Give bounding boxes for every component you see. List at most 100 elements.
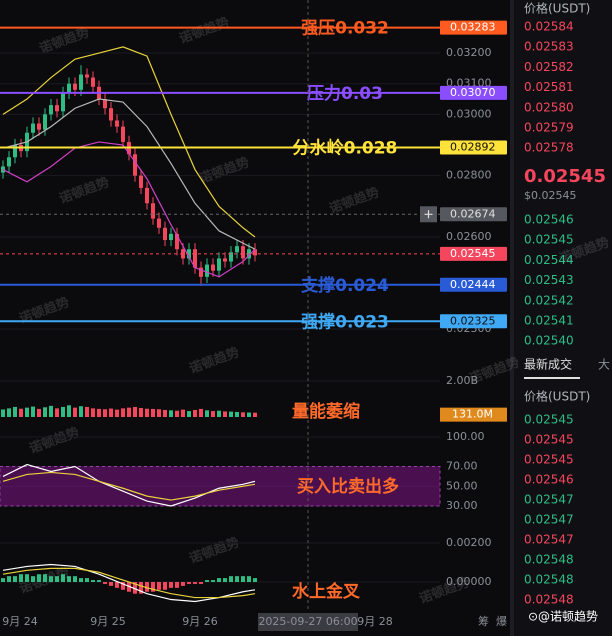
macd-bar [61, 574, 65, 583]
level-label: 0.02325 [450, 314, 496, 327]
y-tick-label: 100.00 [446, 430, 485, 443]
candle-body [223, 258, 227, 262]
level-box [440, 20, 507, 35]
volume-bar [163, 409, 167, 417]
y-tick-label: 0.02800 [446, 169, 492, 182]
volume-bar [151, 408, 155, 417]
macd-bar [175, 582, 179, 588]
ask-price: 0.02580 [524, 100, 574, 114]
candle-body [103, 99, 107, 109]
panel-divider [510, 0, 514, 636]
candle-body [115, 120, 119, 127]
trade-price: 0.02547 [524, 513, 574, 527]
level-box [440, 85, 507, 100]
tab[interactable]: 大 [598, 358, 610, 372]
volume-bar [205, 410, 209, 417]
candle-body [157, 218, 161, 228]
macd-bar [169, 582, 173, 588]
candle-body [181, 249, 185, 259]
trade-price: 0.02547 [524, 533, 574, 547]
candle-body [241, 246, 245, 259]
candle-body [163, 227, 167, 241]
macd-bar [121, 582, 125, 590]
candle-body [55, 105, 59, 112]
candle-body [151, 203, 155, 219]
macd-bar [49, 576, 53, 583]
book-price-usd: $0.02545 [524, 189, 577, 202]
volume-bar [55, 408, 59, 417]
macd-bar [67, 576, 71, 583]
macd-bar [19, 574, 23, 583]
macd-bar [115, 582, 119, 588]
x-tick-label: 9月 28 [357, 615, 393, 628]
bid-price: 0.02543 [524, 273, 574, 287]
annotation: 量能萎缩 [292, 401, 360, 422]
volume-bar [133, 406, 137, 417]
candle-body [91, 77, 95, 87]
y-tick-label: 70.00 [446, 460, 478, 473]
y-tick-label: 0.03000 [446, 107, 492, 120]
ask-price: 0.02584 [524, 20, 574, 34]
volume-bar [181, 409, 185, 417]
trades-header: 价格(USDT) [524, 389, 590, 404]
volume-bar [139, 408, 143, 417]
macd-bar [229, 576, 233, 583]
level-name: 支撑0.024 [301, 275, 389, 296]
x-tick-label: 9月 26 [182, 615, 218, 628]
macd-bar [91, 580, 95, 583]
candle-body [49, 105, 53, 115]
tab[interactable]: 最新成交 [524, 357, 572, 372]
macd-bar [253, 578, 257, 583]
bid-price: 0.02545 [524, 233, 574, 247]
macd-bar [55, 576, 59, 583]
candle-body [247, 249, 251, 259]
volume-bar [73, 407, 77, 417]
footer-bg [522, 607, 612, 627]
candle-body [175, 233, 179, 250]
level-box [440, 314, 507, 329]
band-line [2, 46, 256, 238]
volume-current-box [440, 407, 507, 422]
crosshair-box [440, 207, 507, 222]
macd-bar [151, 582, 155, 592]
candle-body [43, 114, 47, 130]
candle-body [121, 126, 125, 142]
level-label: 0.03070 [450, 86, 496, 99]
volume-bar [109, 408, 113, 417]
corner-label: 爆 [496, 614, 507, 628]
volume-bar [241, 412, 245, 417]
volume-bar [175, 410, 179, 417]
volume-bar [211, 411, 215, 417]
candle-body [31, 123, 35, 133]
ask-price: 0.02582 [524, 60, 574, 74]
candle-body [85, 74, 89, 78]
level-name: 强撑0.023 [301, 311, 389, 332]
bid-price: 0.02542 [524, 293, 574, 307]
band-line [2, 141, 256, 278]
y-tick-label: 0.03200 [446, 46, 492, 59]
volume-bar [31, 406, 35, 417]
volume-bar [103, 409, 107, 417]
corner-label: 筹 [478, 614, 489, 628]
overbought-band [0, 466, 441, 507]
crosshair-label: 0.02674 [450, 207, 496, 220]
macd-bar [217, 578, 221, 583]
volume-bar [127, 407, 131, 417]
macd-bar [31, 576, 35, 583]
volume-bar [193, 409, 197, 417]
macd-bar [145, 582, 149, 592]
candle-body [13, 145, 17, 158]
volume-bar [145, 408, 149, 417]
volume-bar [7, 408, 11, 417]
volume-bar [91, 408, 95, 417]
trade-price: 0.02546 [524, 473, 574, 487]
macd-bar [103, 582, 107, 584]
book-price: 0.02545 [524, 166, 606, 187]
volume-current-label: 131.0M [452, 408, 493, 421]
ask-price: 0.02581 [524, 80, 574, 94]
macd-bar [79, 578, 83, 583]
volume-bar [217, 410, 221, 417]
crosshair-time: 2025-09-27 06:00 [258, 615, 357, 628]
indicator-line [2, 463, 256, 507]
